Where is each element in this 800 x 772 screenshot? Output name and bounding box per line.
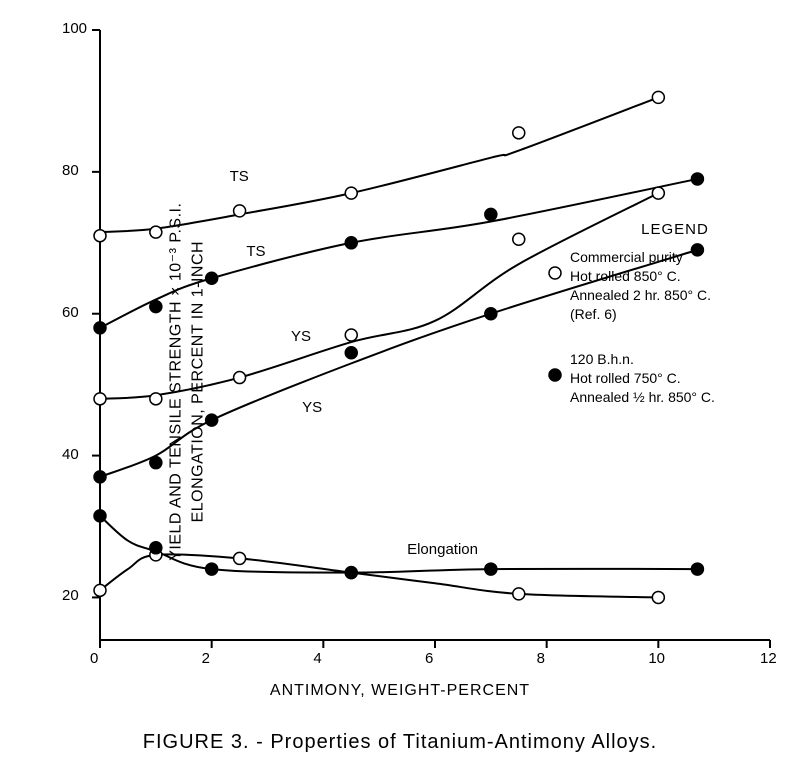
y-tick-label: 80 <box>62 162 79 179</box>
curve-label-ys-open: YS <box>291 328 311 345</box>
legend-text-line: Hot rolled 850° C. <box>570 267 780 286</box>
y-tick-label: 100 <box>62 20 87 37</box>
legend-text-line: Annealed 2 hr. 850° C. <box>570 286 780 305</box>
x-tick-label: 10 <box>648 650 665 667</box>
y-tick-label: 60 <box>62 304 79 321</box>
curve-label-ts-open: TS <box>230 168 249 185</box>
x-axis-label: ANTIMONY, WEIGHT-PERCENT <box>0 682 800 700</box>
y-axis-label-line2: ELONGATION, PERCENT IN 1-INCH <box>187 203 209 561</box>
figure-caption: FIGURE 3. - Properties of Titanium-Antim… <box>0 731 800 754</box>
open-marker-icon <box>546 264 564 282</box>
legend-text-line: 120 B.h.n. <box>570 350 780 369</box>
legend-text-line: Hot rolled 750° C. <box>570 369 780 388</box>
legend-item: Commercial purityHot rolled 850° C.Annea… <box>570 248 780 324</box>
legend-item: 120 B.h.n.Hot rolled 750° C.Annealed ½ h… <box>570 350 780 407</box>
y-tick-label: 20 <box>62 587 79 604</box>
x-tick-label: 2 <box>202 650 210 667</box>
chart-container: YIELD AND TENSILE STRENGTH × 10⁻³ P.S.I.… <box>0 0 800 772</box>
x-tick-label: 4 <box>313 650 321 667</box>
curve-label-ts-closed: TS <box>246 243 265 260</box>
y-axis-label-line1: YIELD AND TENSILE STRENGTH × 10⁻³ P.S.I. <box>166 203 188 561</box>
closed-marker-icon <box>546 366 564 384</box>
y-tick-label: 40 <box>62 446 79 463</box>
legend: LEGEND Commercial purityHot rolled 850° … <box>570 220 780 406</box>
legend-text-line: Annealed ½ hr. 850° C. <box>570 388 780 407</box>
x-tick-label: 0 <box>90 650 98 667</box>
legend-title: LEGEND <box>570 220 780 240</box>
legend-text-line: (Ref. 6) <box>570 305 780 324</box>
x-tick-label: 6 <box>425 650 433 667</box>
legend-text-line: Commercial purity <box>570 248 780 267</box>
curve-label-elongation: Elongation <box>407 541 478 558</box>
y-axis-label: YIELD AND TENSILE STRENGTH × 10⁻³ P.S.I.… <box>166 203 209 561</box>
curve-label-ys-closed: YS <box>302 399 322 416</box>
x-tick-label: 12 <box>760 650 777 667</box>
x-tick-label: 8 <box>537 650 545 667</box>
